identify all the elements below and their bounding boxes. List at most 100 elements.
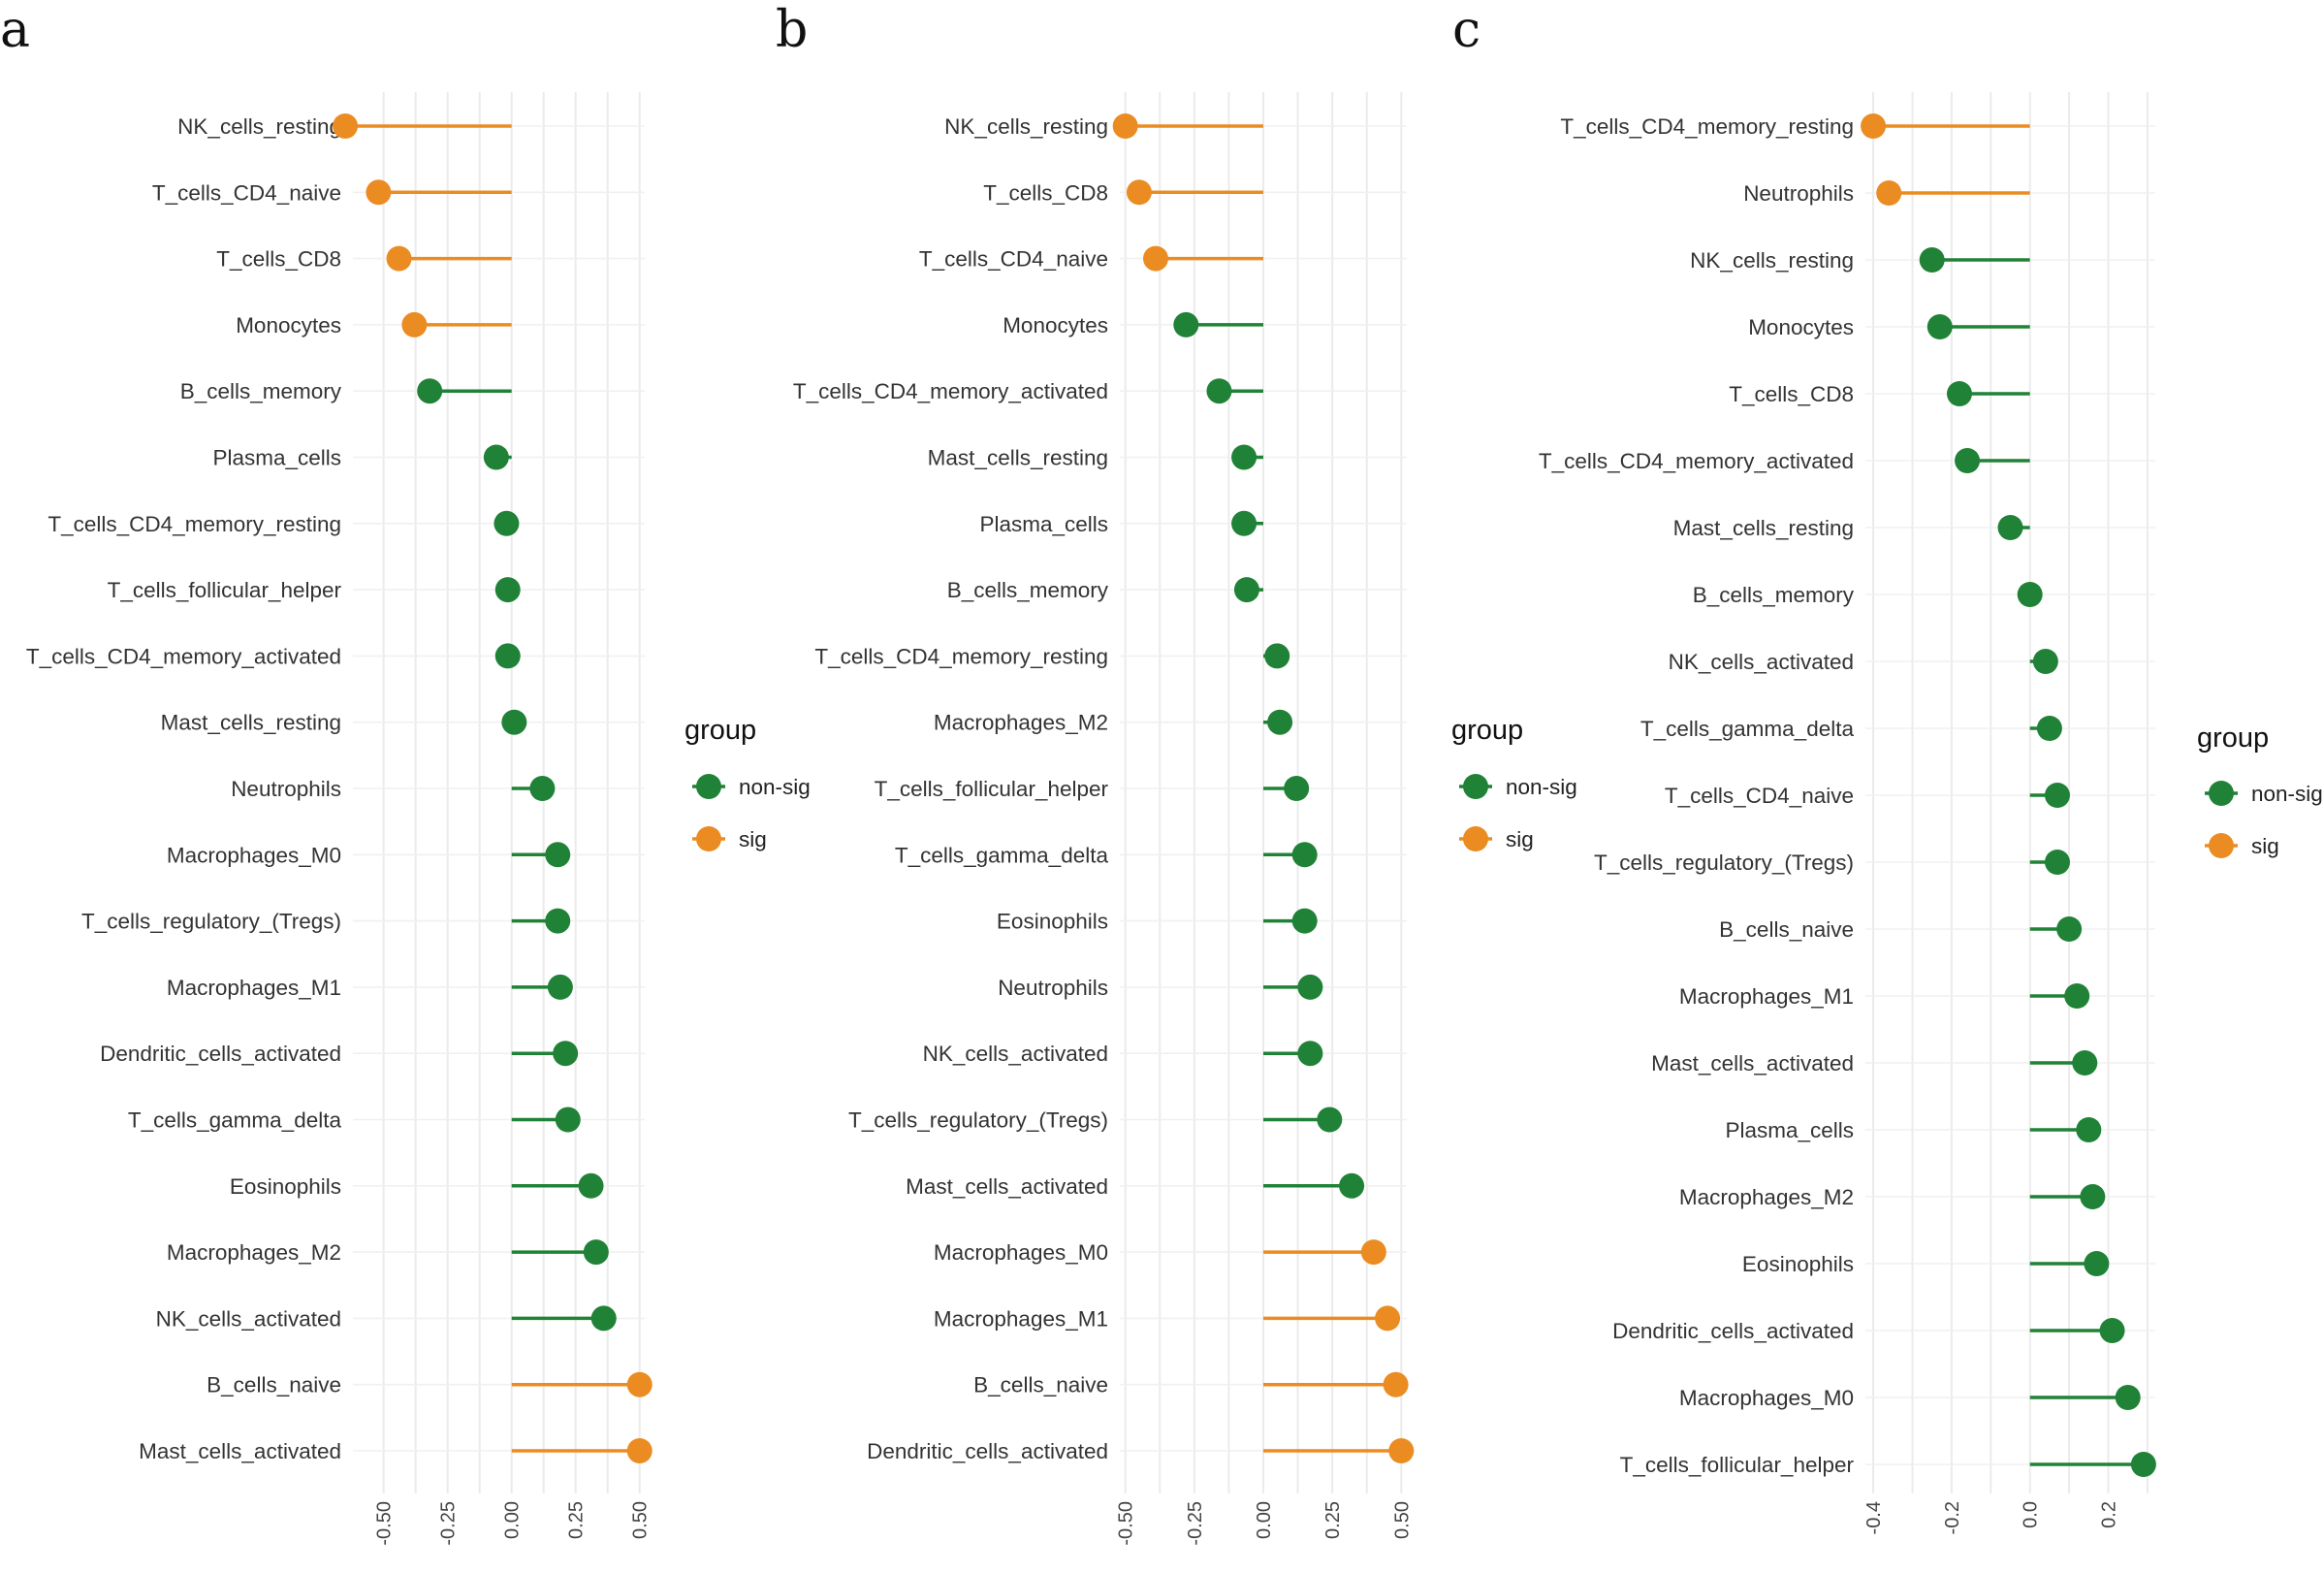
lollipop-point <box>545 842 571 868</box>
lollipop-point <box>2044 783 2070 808</box>
lollipop-point <box>529 776 556 801</box>
category-label: T_cells_CD4_naive <box>152 180 341 205</box>
lollipop-point <box>2064 983 2090 1009</box>
x-tick-label: -0.2 <box>1942 1501 1963 1534</box>
category-label: Plasma_cells <box>979 512 1108 536</box>
panel-c: c T_cells_CD4_memory_resting Neutrophils NK… <box>1452 1 2323 1534</box>
category-label: T_cells_CD4_memory_resting <box>1560 114 1854 139</box>
legend-key-point <box>696 826 721 851</box>
lollipop-point <box>626 1371 653 1397</box>
lollipop-point <box>2017 582 2043 607</box>
lollipop-point <box>333 113 359 139</box>
lollipop-point <box>366 179 392 206</box>
lollipop-point <box>401 311 428 337</box>
category-label: Macrophages_M0 <box>167 843 341 867</box>
lollipop-point <box>1233 577 1259 603</box>
category-label: T_cells_CD4_naive <box>1665 784 1854 808</box>
category-label: T_cells_regulatory_(Tregs) <box>1594 851 1854 875</box>
lollipop-point <box>1231 444 1258 470</box>
lollipop-point <box>2076 1117 2102 1142</box>
x-tick-label: 0.00 <box>1254 1501 1275 1539</box>
category-label: Dendritic_cells_activated <box>867 1439 1108 1463</box>
x-tick-label: 0.2 <box>2099 1501 2120 1528</box>
legend-label-sig: sig <box>2251 834 2279 858</box>
lollipop-point <box>2130 1452 2156 1477</box>
lollipop-point <box>1375 1305 1401 1332</box>
category-label: Macrophages_M2 <box>934 711 1108 735</box>
category-label: Plasma_cells <box>1725 1118 1854 1142</box>
legend-key-point <box>696 774 721 799</box>
category-label: T_cells_CD8 <box>216 247 341 272</box>
category-label: T_cells_CD4_memory_resting <box>48 512 341 536</box>
lollipop-point <box>1291 842 1318 868</box>
panel-b: b NK_cells_resting T_cells_CD8 T_cells_CD4_… <box>776 1 1577 1546</box>
lollipop-point <box>590 1305 617 1332</box>
lollipop-point <box>2032 649 2058 674</box>
category-label: T_cells_CD4_naive <box>919 247 1108 272</box>
lollipop-point <box>1388 1438 1415 1463</box>
lollipop-point <box>2084 1251 2110 1276</box>
category-label: Monocytes <box>236 313 341 337</box>
x-tick-label: 0.50 <box>1391 1501 1413 1539</box>
x-tick-label: -0.4 <box>1863 1501 1885 1534</box>
lollipop-point <box>494 577 521 603</box>
x-tick-label: 0.00 <box>502 1501 524 1539</box>
category-label: T_cells_CD4_memory_activated <box>26 644 341 668</box>
lollipop-point <box>493 510 520 536</box>
lollipop-point <box>417 378 443 404</box>
x-tick-label: -0.50 <box>1116 1501 1137 1546</box>
category-label: Neutrophils <box>998 976 1108 1000</box>
category-label: B_cells_memory <box>180 379 342 403</box>
lollipop-point <box>501 709 527 735</box>
category-label: Eosinophils <box>997 910 1108 934</box>
lollipop-point <box>1997 515 2023 540</box>
category-label: NK_cells_resting <box>1690 248 1854 273</box>
lollipop-point <box>2036 716 2062 741</box>
category-label: T_cells_follicular_helper <box>1620 1453 1855 1477</box>
legend-key-point <box>1463 826 1488 851</box>
category-label: T_cells_CD8 <box>983 180 1108 205</box>
category-label: Macrophages_M0 <box>1679 1386 1854 1410</box>
lollipop-point <box>1231 510 1258 536</box>
lollipop-point <box>1297 1041 1323 1067</box>
category-label: Eosinophils <box>230 1174 341 1199</box>
legend-title: group <box>1451 715 1523 746</box>
category-label: NK_cells_activated <box>923 1042 1108 1066</box>
category-label: T_cells_CD4_memory_activated <box>1539 449 1854 473</box>
category-label: T_cells_gamma_delta <box>895 843 1109 867</box>
category-label: Neutrophils <box>1743 181 1854 206</box>
x-tick-label: -0.25 <box>438 1501 460 1546</box>
panel-a: a NK_cells_resting T_cells_CD4_naive T_cell… <box>0 1 811 1546</box>
lollipop-point <box>1317 1107 1343 1133</box>
lollipop-point <box>1339 1172 1365 1199</box>
legend-key-point <box>2209 833 2234 858</box>
category-label: Macrophages_M1 <box>934 1306 1108 1331</box>
legend-key-point <box>1463 774 1488 799</box>
category-label: Eosinophils <box>1742 1252 1854 1276</box>
lollipop-point <box>2099 1318 2125 1343</box>
lollipop-point <box>1267 709 1293 735</box>
lollipop-point <box>1264 643 1290 669</box>
category-label: Monocytes <box>1748 315 1854 339</box>
category-label: Monocytes <box>1003 313 1108 337</box>
lollipop-point <box>2080 1184 2106 1209</box>
legend: group non-sig sig <box>2197 722 2323 858</box>
lollipop-point <box>547 974 573 1000</box>
category-label: NK_cells_activated <box>156 1306 341 1331</box>
lollipop-point <box>1946 381 1972 406</box>
category-label: T_cells_regulatory_(Tregs) <box>81 910 341 934</box>
lollipop-point <box>1173 311 1199 337</box>
category-label: Macrophages_M1 <box>167 976 341 1000</box>
x-tick-label: -0.25 <box>1185 1501 1206 1546</box>
lollipop-point <box>555 1107 581 1133</box>
category-label: B_cells_memory <box>947 578 1109 602</box>
lollipop-point <box>1284 776 1310 801</box>
category-label: T_cells_regulatory_(Tregs) <box>848 1108 1108 1133</box>
lollipop-point <box>1360 1239 1386 1266</box>
lollipop-point <box>1291 908 1318 934</box>
panel-label-c: c <box>1452 1 1480 59</box>
lollipop-point <box>1112 113 1138 139</box>
category-label: Macrophages_M0 <box>934 1240 1108 1265</box>
lollipop-point <box>1955 448 1981 473</box>
